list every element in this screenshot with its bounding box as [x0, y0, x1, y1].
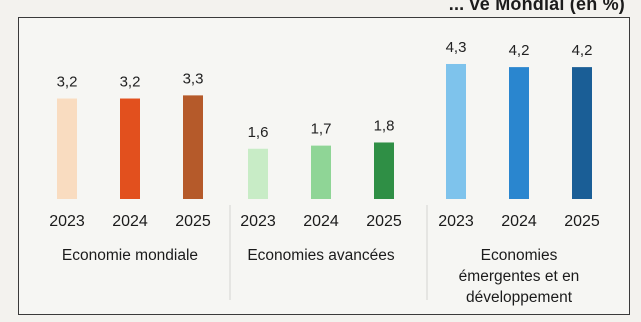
x-tick-label-2-0: 2023 [438, 213, 474, 230]
bar-1-0 [248, 148, 268, 199]
bar-0-2 [183, 95, 203, 199]
x-tick-label-0-1: 2024 [112, 213, 148, 230]
bar-2-2 [572, 67, 592, 200]
x-tick-label-0-0: 2023 [49, 213, 85, 230]
x-tick-label-0-2: 2025 [175, 213, 211, 230]
group-label-2-0: Economies [481, 247, 558, 264]
value-label-0-2: 3,3 [183, 70, 204, 87]
bar-1-1 [311, 145, 331, 199]
value-label-1-1: 1,7 [311, 121, 332, 138]
x-tick-label-2-2: 2025 [564, 213, 600, 230]
bar-0-0 [57, 98, 77, 199]
value-label-2-0: 4,3 [446, 39, 467, 56]
x-tick-label-1-0: 2023 [240, 213, 276, 230]
chart-title: ... ve Mondial (en %) [448, 0, 625, 14]
value-label-0-0: 3,2 [57, 74, 78, 91]
group-label-0-0: Economie mondiale [62, 247, 198, 264]
group-label-2-2: développement [466, 289, 573, 306]
x-tick-label-2-1: 2024 [501, 213, 537, 230]
bar-2-0 [446, 63, 466, 200]
x-tick-label-1-2: 2025 [366, 213, 402, 230]
value-label-2-1: 4,2 [509, 42, 530, 59]
value-label-2-2: 4,2 [572, 42, 593, 59]
group-label-1-0: Economies avancées [247, 247, 395, 264]
value-label-1-0: 1,6 [248, 124, 269, 141]
bar-2-1 [509, 67, 529, 200]
value-label-1-2: 1,8 [374, 117, 395, 134]
bar-0-1 [120, 98, 140, 199]
value-label-0-1: 3,2 [120, 74, 141, 91]
x-tick-label-1-1: 2024 [303, 213, 339, 230]
group-label-2-1: émergentes et en [459, 268, 580, 285]
bar-1-2 [374, 142, 394, 199]
